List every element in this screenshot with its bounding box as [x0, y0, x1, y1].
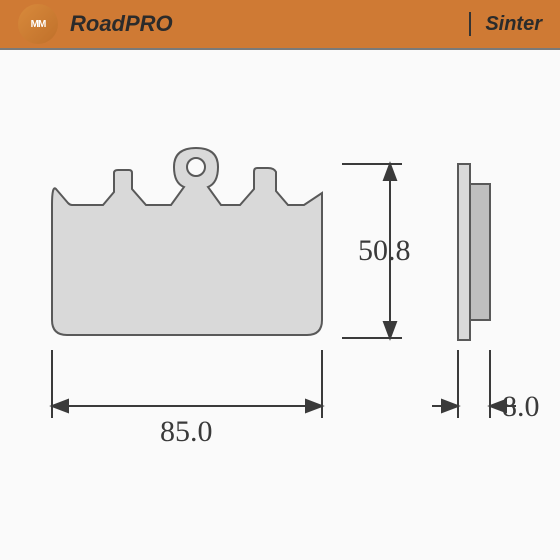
- dim-thickness-value: 8.0: [502, 390, 540, 424]
- dim-height-value: 50.8: [358, 234, 411, 268]
- header-right: Sinter: [469, 12, 542, 36]
- variant-label: Sinter: [485, 13, 542, 36]
- dim-width-value: 85.0: [160, 415, 213, 449]
- diagram-area: 50.8 85.0 8.0: [0, 50, 560, 560]
- header-bar: MM RoadPRO Sinter: [0, 0, 560, 50]
- header-divider: [469, 12, 471, 36]
- logo-group: MM RoadPRO: [18, 4, 173, 44]
- dim-width: [52, 350, 322, 418]
- product-name-bold: PRO: [125, 11, 173, 36]
- product-name-light: Road: [70, 11, 125, 36]
- brand-logo-icon: MM: [18, 4, 58, 44]
- dimension-lines: [0, 50, 560, 560]
- product-name: RoadPRO: [70, 11, 173, 37]
